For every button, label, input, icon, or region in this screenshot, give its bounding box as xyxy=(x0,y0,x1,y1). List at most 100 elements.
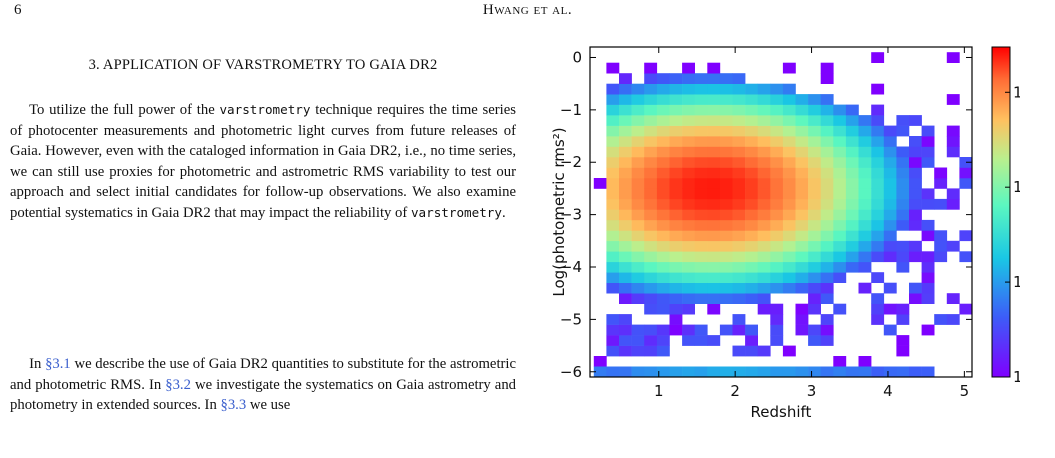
heatmap-cell xyxy=(896,209,910,221)
heatmap-cell xyxy=(745,345,758,357)
heatmap-cell-floor xyxy=(669,366,683,377)
heatmap-cell xyxy=(820,167,834,179)
heatmap-cell-floor xyxy=(619,366,632,377)
heatmap-cell xyxy=(656,303,670,315)
heatmap-cell xyxy=(845,136,859,147)
heatmap-cell xyxy=(883,303,897,315)
section-link-3-3[interactable]: §3.3 xyxy=(220,397,247,414)
heatmap-cell xyxy=(644,303,658,315)
heatmap-cell xyxy=(934,178,948,189)
heatmap-cell xyxy=(631,282,645,294)
heatmap-cell xyxy=(644,209,658,221)
heatmap-cell xyxy=(631,335,645,346)
heatmap-cell xyxy=(619,240,632,252)
heatmap-cell xyxy=(782,230,796,242)
heatmap-cell xyxy=(694,83,708,95)
heatmap-cell xyxy=(833,219,847,231)
heatmap-cell xyxy=(896,125,910,137)
heatmap-cell xyxy=(757,261,771,273)
heatmap-cell xyxy=(656,73,670,84)
heatmap-cell xyxy=(619,115,632,126)
heatmap-cell xyxy=(896,261,910,273)
heatmap-cell xyxy=(732,198,746,210)
heatmap-cell xyxy=(669,136,683,147)
heatmap-cell xyxy=(694,293,708,304)
heatmap-cell xyxy=(707,230,721,242)
heatmap-cell xyxy=(921,282,935,294)
heatmap-cell xyxy=(921,157,935,168)
heatmap-cell xyxy=(694,240,708,252)
heatmap-cell xyxy=(719,83,733,95)
heatmap-cell xyxy=(644,94,658,105)
heatmap-cell xyxy=(694,335,708,346)
heatmap-cell xyxy=(757,240,771,252)
heatmap-cell xyxy=(808,125,821,137)
heatmap-cell xyxy=(858,115,872,126)
heatmap-cell xyxy=(770,198,784,210)
heatmap-cell xyxy=(833,178,847,189)
heatmap-cell xyxy=(631,261,645,273)
heatmap-cell xyxy=(896,345,910,357)
heatmap-cell xyxy=(909,178,922,189)
heatmap-cell xyxy=(694,230,708,242)
heatmap-cell xyxy=(782,83,796,95)
heatmap-cell xyxy=(808,303,821,315)
heatmap-cell xyxy=(795,261,809,273)
heatmap-cell xyxy=(745,125,758,137)
heatmap-cell xyxy=(871,219,885,231)
heatmap-cell xyxy=(669,198,683,210)
heatmap-cell xyxy=(782,62,796,74)
heatmap-cell xyxy=(782,219,796,231)
heatmap-cell xyxy=(795,125,809,137)
heatmap-cell xyxy=(782,94,796,105)
heatmap-cell xyxy=(631,230,645,242)
heatmap-cell xyxy=(606,198,620,210)
heatmap-cell xyxy=(694,282,708,294)
heatmap-cell xyxy=(795,94,809,105)
heatmap-cell xyxy=(682,146,695,158)
y-tick-label: −4 xyxy=(560,258,582,276)
heatmap-cell xyxy=(669,167,683,179)
heatmap-cell xyxy=(871,240,885,252)
heatmap-cell xyxy=(795,136,809,147)
heatmap-cell xyxy=(631,188,645,200)
heatmap-cell xyxy=(770,125,784,137)
heatmap-cell xyxy=(732,314,746,325)
heatmap-cell xyxy=(757,104,771,116)
heatmap-cell xyxy=(644,219,658,231)
heatmap-cell xyxy=(883,157,897,168)
heatmap-cell xyxy=(732,178,746,189)
heatmap-cell-floor xyxy=(795,366,809,377)
section-link-3-1[interactable]: §3.1 xyxy=(45,356,71,372)
heatmap-cell xyxy=(656,94,670,105)
heatmap-cell xyxy=(833,198,847,210)
heatmap-cell xyxy=(782,157,796,168)
heatmap-cell xyxy=(770,335,784,346)
heatmap-cell xyxy=(795,115,809,126)
heatmap-cell xyxy=(593,356,607,367)
heatmap-cell xyxy=(745,115,758,126)
section-link-3-2[interactable]: §3.2 xyxy=(165,376,191,393)
heatmap-cell xyxy=(871,303,885,315)
heatmap-cell xyxy=(820,230,834,242)
heatmap-cell xyxy=(858,178,872,189)
heatmap-cell xyxy=(606,136,620,147)
heatmap-cell xyxy=(694,251,708,263)
heatmap-cell xyxy=(934,167,948,179)
heatmap-cell xyxy=(808,272,821,283)
heatmap-cell xyxy=(682,198,695,210)
heatmap-cell xyxy=(909,115,922,126)
heatmap-cell xyxy=(896,314,910,325)
heatmap-cell-floor xyxy=(745,366,758,377)
heatmap-cell xyxy=(770,230,784,242)
heatmap-cell xyxy=(619,314,632,325)
heatmap-cell xyxy=(921,324,935,336)
heatmap-cell xyxy=(820,136,834,147)
heatmap-cell xyxy=(833,136,847,147)
heatmap-cell xyxy=(631,167,645,179)
heatmap-cell xyxy=(694,94,708,105)
heatmap-cell xyxy=(757,115,771,126)
heatmap-cell xyxy=(732,272,746,283)
heatmap-cell xyxy=(719,230,733,242)
heatmap-cell xyxy=(883,146,897,158)
